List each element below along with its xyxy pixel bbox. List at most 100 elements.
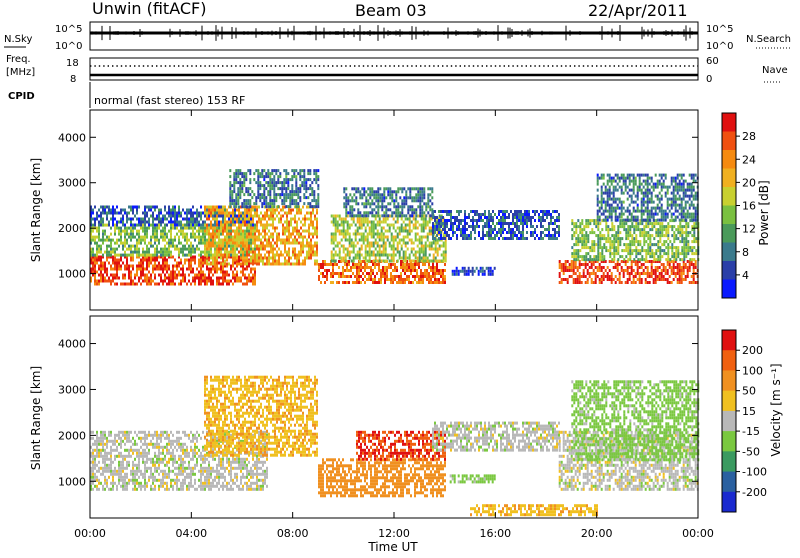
- data-cell: [286, 227, 288, 230]
- data-cell: [152, 212, 154, 215]
- data-cell: [380, 281, 382, 284]
- data-cell: [92, 230, 94, 233]
- data-cell: [218, 236, 220, 239]
- data-cell: [356, 281, 358, 284]
- data-cell: [333, 221, 335, 224]
- data-cell: [548, 210, 550, 213]
- data-cell: [234, 254, 236, 257]
- data-cell: [429, 193, 431, 196]
- data-cell: [419, 254, 421, 257]
- data-cell: [102, 277, 104, 280]
- data-cell: [409, 233, 411, 236]
- data-cell: [415, 257, 417, 260]
- data-cell: [415, 199, 417, 202]
- data-cell: [339, 218, 341, 221]
- data-cell: [190, 262, 192, 265]
- data-cell: [389, 187, 391, 190]
- data-cell: [220, 251, 222, 254]
- data-cell: [427, 221, 429, 224]
- data-cell: [422, 275, 424, 278]
- data-cell: [118, 277, 120, 280]
- data-cell: [270, 257, 272, 260]
- data-cell: [100, 251, 102, 254]
- data-cell: [128, 277, 130, 280]
- data-cell: [96, 212, 98, 215]
- data-cell: [431, 260, 433, 263]
- data-cell: [317, 187, 319, 190]
- data-cell: [373, 236, 375, 239]
- data-cell: [266, 263, 268, 266]
- data-cell: [303, 178, 305, 181]
- data-cell: [158, 262, 160, 265]
- data-cell: [512, 234, 514, 237]
- data-cell: [486, 222, 488, 225]
- data-cell: [409, 187, 411, 190]
- data-cell: [433, 254, 435, 257]
- data-cell: [282, 242, 284, 245]
- data-cell: [567, 278, 569, 281]
- data-cell: [331, 242, 333, 245]
- data-cell: [156, 283, 158, 286]
- data-cell: [343, 196, 345, 199]
- data-cell: [200, 242, 202, 245]
- data-cell: [274, 209, 276, 212]
- data-cell: [548, 213, 550, 216]
- data-cell: [118, 262, 120, 265]
- data-cell: [351, 214, 353, 217]
- data-cell: [439, 260, 441, 263]
- data-cell: [162, 248, 164, 251]
- data-cell: [331, 254, 333, 257]
- data-cell: [110, 254, 112, 257]
- data-cell: [202, 274, 204, 277]
- data-cell: [433, 248, 435, 251]
- data-cell: [375, 233, 377, 236]
- data-cell: [526, 216, 528, 219]
- data-cell: [108, 262, 110, 265]
- data-cell: [425, 236, 427, 239]
- data-cell: [546, 228, 548, 231]
- data-cell: [148, 259, 150, 262]
- data-cell: [194, 274, 196, 277]
- data-cell: [478, 216, 480, 219]
- data-cell: [200, 274, 202, 277]
- data-cell: [444, 275, 446, 278]
- data-cell: [214, 260, 216, 263]
- data-cell: [431, 202, 433, 205]
- data-cell: [335, 245, 337, 248]
- data-cell: [216, 242, 218, 245]
- data-cell: [242, 248, 244, 251]
- data-cell: [415, 193, 417, 196]
- data-cell: [174, 218, 176, 221]
- data-cell: [228, 251, 230, 254]
- data-cell: [544, 213, 546, 216]
- data-cell: [351, 187, 353, 190]
- data-cell: [154, 209, 156, 212]
- data-cell: [226, 283, 228, 286]
- data-cell: [122, 248, 124, 251]
- data-cell: [270, 233, 272, 236]
- data-cell: [542, 216, 544, 219]
- data-cell: [212, 212, 214, 215]
- data-cell: [208, 280, 210, 283]
- data-cell: [261, 172, 263, 175]
- data-cell: [128, 254, 130, 257]
- data-cell: [314, 233, 316, 236]
- data-cell: [284, 248, 286, 251]
- data-cell: [100, 274, 102, 277]
- data-cell: [391, 224, 393, 227]
- data-cell: [301, 175, 303, 178]
- data-cell: [136, 209, 138, 212]
- data-cell: [106, 224, 108, 227]
- data-cell: [399, 205, 401, 208]
- data-cell: [540, 216, 542, 219]
- data-cell: [284, 239, 286, 242]
- data-cell: [250, 271, 252, 274]
- data-cell: [421, 211, 423, 214]
- data-cell: [194, 239, 196, 242]
- data-cell: [380, 272, 382, 275]
- data-cell: [474, 213, 476, 216]
- data-cell: [441, 245, 443, 248]
- data-cell: [685, 278, 687, 281]
- data-cell: [246, 230, 248, 233]
- data-cell: [298, 254, 300, 257]
